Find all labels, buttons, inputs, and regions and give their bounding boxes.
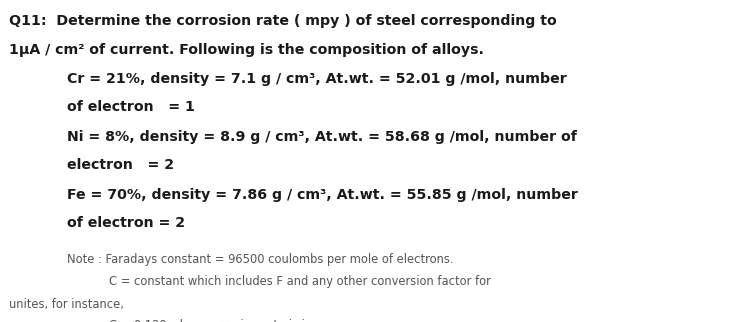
Text: electron   = 2: electron = 2 bbox=[67, 158, 174, 172]
Text: Fe = 70%, density = 7.86 g / cm³, At.wt. = 55.85 g /mol, number: Fe = 70%, density = 7.86 g / cm³, At.wt.… bbox=[67, 188, 577, 202]
Text: C = constant which includes F and any other conversion factor for: C = constant which includes F and any ot… bbox=[109, 275, 491, 288]
Text: Ni = 8%, density = 8.9 g / cm³, At.wt. = 58.68 g /mol, number of: Ni = 8%, density = 8.9 g / cm³, At.wt. =… bbox=[67, 130, 576, 144]
Text: Q11:  Determine the corrosion rate ( mpy ) of steel corresponding to: Q11: Determine the corrosion rate ( mpy … bbox=[9, 14, 556, 28]
Text: of electron = 2: of electron = 2 bbox=[67, 216, 185, 230]
Text: Cr = 21%, density = 7.1 g / cm³, At.wt. = 52.01 g /mol, number: Cr = 21%, density = 7.1 g / cm³, At.wt. … bbox=[67, 72, 566, 86]
Text: 1μA / cm² of current. Following is the composition of alloys.: 1μA / cm² of current. Following is the c… bbox=[9, 43, 484, 56]
Text: C = 0.129 when corrosion rate is in mpy.: C = 0.129 when corrosion rate is in mpy. bbox=[109, 319, 343, 322]
Text: of electron   = 1: of electron = 1 bbox=[67, 100, 194, 114]
Text: unites, for instance,: unites, for instance, bbox=[9, 298, 123, 311]
Text: Note : Faradays constant = 96500 coulombs per mole of electrons.: Note : Faradays constant = 96500 coulomb… bbox=[67, 253, 453, 266]
